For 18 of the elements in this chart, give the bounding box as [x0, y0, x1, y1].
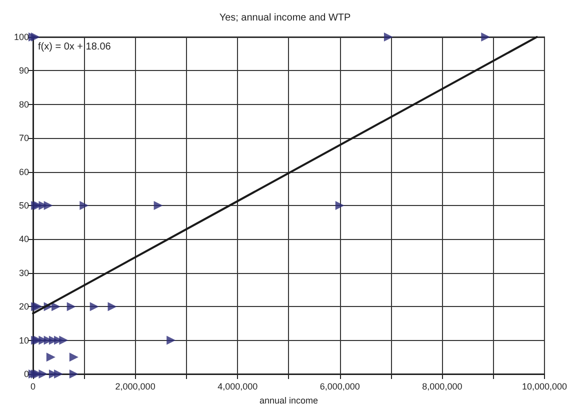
x-tick-label: 2,000,000 — [115, 382, 156, 392]
x-tick-label: 8,000,000 — [422, 382, 462, 392]
y-tick-label: 30 — [18, 268, 29, 278]
annotation: f(x) = 0x + 18.06 — [38, 42, 112, 52]
x-tick-label: 6,000,000 — [320, 382, 360, 392]
chart-title: Yes; annual income and WTP — [219, 12, 352, 24]
x-axis-title: annual income — [259, 396, 318, 406]
x-tick-label: 4,000,000 — [218, 382, 258, 392]
x-tick-label: 10,000,000 — [522, 382, 567, 392]
y-tick-label: 50 — [18, 200, 29, 210]
y-tick-label: 80 — [18, 99, 29, 110]
y-tick-label: 70 — [18, 133, 29, 144]
x-tick-label: 0 — [30, 382, 36, 392]
y-tick-label: 60 — [18, 166, 29, 177]
y-tick-label: 10 — [18, 335, 29, 346]
y-tick-label: 20 — [18, 302, 29, 312]
y-tick-label: 40 — [18, 234, 29, 244]
y-tick-label: 90 — [18, 66, 29, 76]
